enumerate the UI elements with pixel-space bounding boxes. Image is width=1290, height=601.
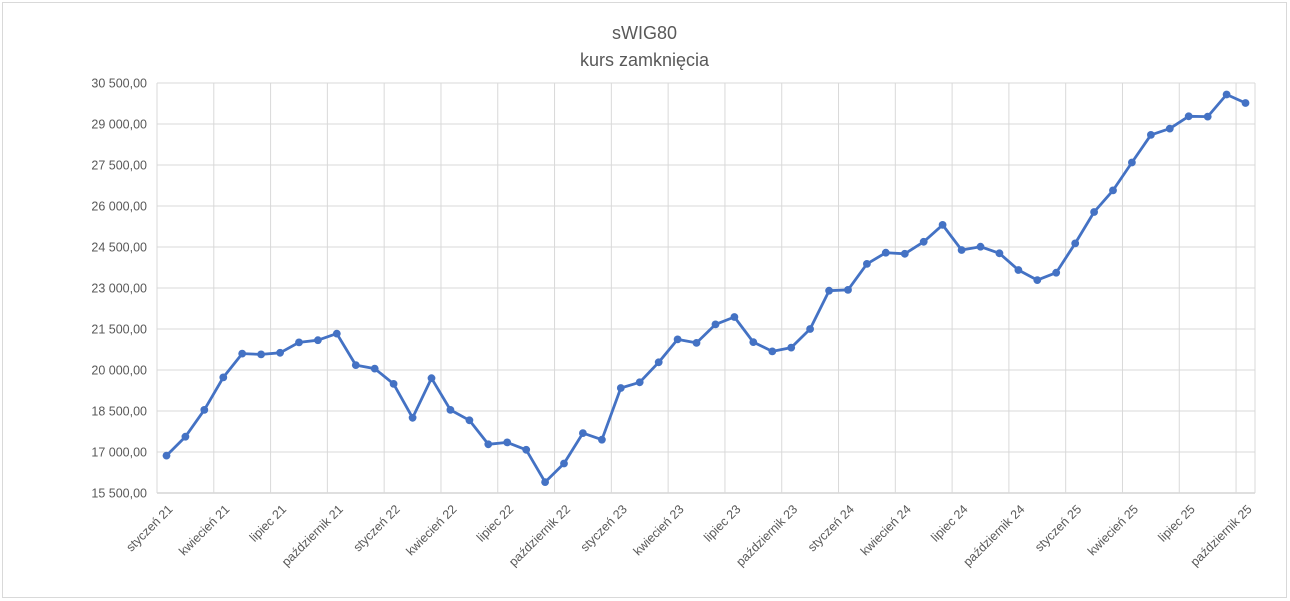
data-point-marker (1052, 268, 1061, 277)
x-tick-label: lipiec 21 (247, 502, 289, 544)
data-point-marker (503, 438, 512, 447)
data-point-marker (692, 339, 701, 347)
y-tick-label: 24 500,00 (91, 241, 147, 255)
data-point-marker (1203, 112, 1212, 121)
data-point-marker (616, 384, 625, 392)
chart-title-line2: kurs zamknięcia (579, 50, 710, 70)
data-point-marker (332, 329, 341, 338)
data-point-marker (1033, 276, 1042, 284)
x-tick-label: lipiec 25 (1156, 502, 1198, 544)
data-point-marker (938, 221, 947, 229)
x-tick-label: kwiecień 21 (176, 502, 232, 558)
x-tick-label: październik 23 (733, 502, 800, 569)
data-point-marker (162, 451, 171, 460)
x-tick-label: styczeń 25 (1032, 502, 1084, 554)
y-tick-label: 21 500,00 (91, 323, 147, 337)
data-point-marker (881, 248, 890, 257)
data-point-marker (408, 413, 417, 422)
data-point-marker (995, 249, 1004, 258)
y-tick-label: 17 000,00 (91, 446, 147, 460)
y-tick-label: 29 000,00 (91, 118, 147, 132)
x-tick-label: kwiecień 24 (858, 502, 914, 558)
x-tick-label: październik 24 (961, 502, 1028, 569)
data-point-marker (1014, 266, 1023, 274)
data-point-marker (919, 237, 928, 246)
chart-title-line1: sWIG80 (611, 23, 677, 43)
x-tick-label: kwiecień 23 (631, 502, 687, 558)
x-tick-label: styczeń 23 (578, 502, 630, 554)
data-point-marker (1222, 90, 1231, 99)
data-point-marker (1184, 112, 1193, 121)
x-tick-label: październik 25 (1188, 502, 1255, 569)
x-tick-label: lipiec 22 (474, 502, 516, 544)
data-point-marker (711, 320, 720, 329)
x-tick-label: lipiec 23 (701, 502, 743, 544)
y-tick-label: 15 500,00 (91, 487, 147, 501)
data-point-marker (389, 380, 398, 388)
data-point-marker (238, 349, 247, 358)
data-point-marker (1128, 158, 1136, 167)
data-point-marker (654, 358, 663, 367)
data-point-marker (427, 374, 436, 383)
y-tick-label: 27 500,00 (91, 159, 147, 173)
data-point-marker (446, 406, 455, 414)
data-point-marker (900, 249, 909, 258)
data-point-marker (768, 347, 777, 356)
data-point-marker (351, 361, 360, 369)
data-point-marker (1147, 131, 1155, 139)
x-tick-label: styczeń 21 (123, 502, 175, 554)
y-tick-label: 23 000,00 (91, 282, 147, 296)
data-point-marker (484, 440, 493, 449)
y-tick-label: 30 500,00 (91, 77, 147, 91)
data-point-marker (957, 246, 966, 254)
data-point-marker (314, 336, 322, 345)
data-point-marker (276, 348, 284, 357)
x-tick-label: kwiecień 22 (403, 502, 459, 558)
data-point-marker (541, 478, 549, 486)
data-point-marker (635, 378, 644, 387)
data-point-marker (370, 364, 379, 373)
data-point-marker (1165, 124, 1174, 133)
x-tick-label: październik 21 (279, 502, 346, 569)
data-point-marker (1090, 208, 1098, 216)
y-tick-label: 26 000,00 (91, 200, 147, 214)
chart-title: sWIG80 kurs zamknięcia (3, 20, 1286, 74)
data-point-marker (219, 373, 228, 382)
data-point-marker (181, 432, 190, 441)
data-point-marker (200, 406, 209, 414)
x-tick-label: styczeń 22 (351, 502, 403, 554)
data-point-marker (522, 445, 531, 454)
data-point-marker (1071, 239, 1080, 248)
x-tick-label: październik 22 (506, 502, 573, 569)
x-tick-label: kwiecień 25 (1085, 502, 1141, 558)
data-point-marker (465, 416, 474, 425)
x-tick-label: styczeń 24 (805, 502, 857, 554)
data-point-marker (1241, 99, 1250, 107)
data-point-marker (787, 343, 796, 352)
data-point-marker (844, 286, 852, 294)
x-tick-label: lipiec 24 (928, 502, 970, 544)
data-point-marker (1109, 186, 1117, 195)
data-point-marker (825, 286, 833, 295)
y-tick-label: 20 000,00 (91, 364, 147, 378)
line-chart-plot: 15 500,00 17 000,00 18 500,00 20 000,00 21 5… (91, 77, 1256, 569)
data-point-marker (579, 429, 587, 437)
data-point-marker (863, 260, 871, 268)
series-line (165, 93, 1247, 484)
data-point-marker (257, 350, 265, 359)
data-point-marker (730, 313, 739, 321)
data-point-marker (598, 435, 606, 444)
data-point-marker (806, 325, 814, 333)
data-point-marker (673, 335, 682, 344)
y-tick-label: 18 500,00 (91, 405, 147, 419)
data-point-marker (749, 338, 758, 346)
data-point-marker (560, 459, 568, 468)
data-point-marker (976, 242, 985, 251)
data-point-marker (295, 338, 303, 347)
